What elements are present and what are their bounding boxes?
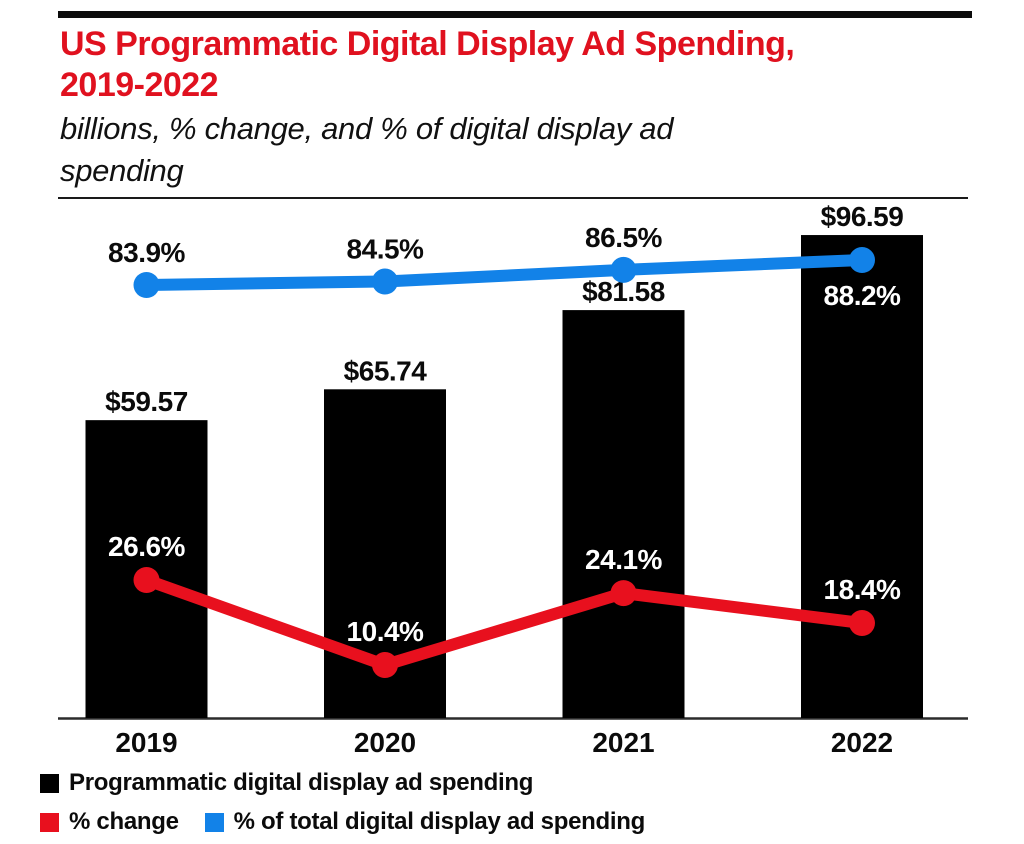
pct-change-label-2020: 10.4% — [347, 616, 424, 647]
pct-of-total-line — [140, 254, 868, 291]
legend-swatch-programmatic-icon — [40, 773, 59, 793]
legend-item-programmatic: Programmatic digital display ad spending — [40, 769, 533, 797]
pct-change-label-2022: 18.4% — [824, 574, 901, 605]
pct-of-total-label-2021: 86.5% — [585, 222, 662, 253]
legend-label-pct-change: % change — [69, 808, 179, 835]
pct-of-total-point-2022 — [849, 247, 875, 274]
pct-of-total-label-2020: 84.5% — [347, 234, 424, 265]
chart-title-line1: US Programmatic Digital Display Ad Spend… — [60, 25, 795, 63]
pct-of-total-point-2019 — [133, 272, 160, 298]
legend-row-2: % change % of total digital display ad s… — [40, 808, 645, 836]
pct-change-label-2019: 26.6% — [108, 531, 185, 562]
pct-change-point-2021 — [610, 580, 637, 607]
pct-change-point-2022 — [849, 610, 875, 637]
bar-2022 — [801, 235, 923, 719]
top-rule — [58, 11, 972, 18]
chart-title-line2: 2019-2022 — [60, 66, 219, 104]
legend-item-pct-change: % change — [40, 808, 179, 836]
pct-change-point-2019 — [133, 567, 160, 593]
pct-of-total-point-2020 — [372, 268, 398, 295]
pct-of-total-point-2021 — [610, 256, 637, 283]
bar-value-label-2022: $96.59 — [821, 201, 904, 232]
legend-label-pct-of-total: % of total digital display ad spending — [233, 808, 646, 835]
pct-of-total-label-2019: 83.9% — [108, 237, 185, 268]
x-axis-label-2022: 2022 — [831, 727, 893, 758]
legend-swatch-pct-of-total-icon — [204, 812, 224, 832]
chart-legend: Programmatic digital display ad spending… — [40, 769, 645, 836]
pct-change-point-2020 — [372, 652, 398, 679]
x-axis-label-2020: 2020 — [354, 727, 416, 758]
chart-subtitle-line1: billions, % change, and % of digital dis… — [60, 111, 674, 146]
bar-value-label-2020: $65.74 — [344, 355, 428, 386]
pct-change-line — [140, 574, 868, 672]
legend-item-pct-of-total: % of total digital display ad spending — [204, 808, 646, 836]
x-axis-label-2021: 2021 — [592, 727, 654, 758]
chart-subtitle-line2: spending — [60, 153, 184, 188]
pct-change-label-2021: 24.1% — [585, 544, 662, 575]
header-divider — [58, 197, 968, 199]
pct-of-total-label-2022: 88.2% — [824, 280, 901, 311]
x-axis-label-2019: 2019 — [115, 727, 177, 758]
legend-swatch-pct-change-icon — [40, 812, 59, 832]
legend-label-programmatic: Programmatic digital display ad spending — [69, 769, 534, 796]
bar-2021 — [562, 310, 685, 718]
legend-row-1: Programmatic digital display ad spending — [40, 769, 645, 797]
bar-value-label-2019: $59.57 — [105, 386, 188, 417]
chart-title: US Programmatic Digital Display Ad Spend… — [60, 24, 980, 106]
chart-subtitle: billions, % change, and % of digital dis… — [60, 108, 980, 192]
